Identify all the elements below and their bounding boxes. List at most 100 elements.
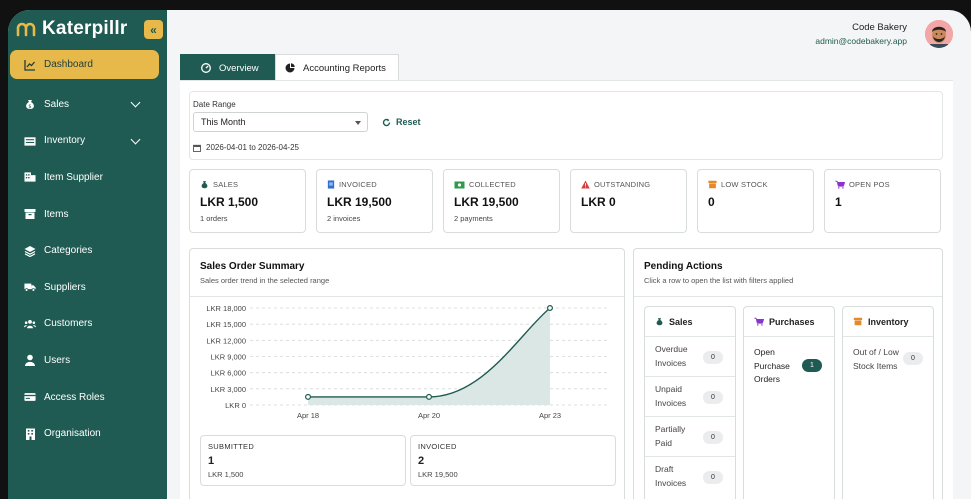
card-title: Sales Order Summary xyxy=(200,261,305,272)
cart-icon xyxy=(835,180,845,189)
row-label: Partially Paid xyxy=(655,424,686,448)
avatar[interactable] xyxy=(925,20,953,48)
sidebar-item-label: Organisation xyxy=(44,428,101,440)
sidebar-item-label: Dashboard xyxy=(44,59,93,70)
sidebar-item-items[interactable]: Items xyxy=(8,196,167,233)
y-tick-label: LKR 6,000 xyxy=(211,369,246,378)
users-icon xyxy=(24,318,36,330)
series-line xyxy=(308,307,551,398)
chevron-down-icon xyxy=(130,97,141,108)
stat-sub: 2 payments xyxy=(454,214,493,223)
stat-value: LKR 19,500 xyxy=(327,195,392,209)
tile-label: SUBMITTED xyxy=(208,442,255,451)
y-tick-label: LKR 9,000 xyxy=(211,353,246,362)
overview-panel: Date Range This Month Reset 2026-04-01 t… xyxy=(180,80,953,499)
cash-icon xyxy=(454,181,465,188)
stat-value: LKR 19,500 xyxy=(454,195,519,209)
summary-tile-invoiced: INVOICED 2 LKR 19,500 xyxy=(410,435,616,486)
stat-label: SALES xyxy=(213,180,239,189)
sidebar-item-access-roles[interactable]: Access Roles xyxy=(8,379,167,416)
truck-icon xyxy=(24,281,36,293)
count-badge: 1 xyxy=(802,359,822,372)
pending-row-partially-paid[interactable]: Partially Paid 0 xyxy=(645,417,735,457)
stat-value: LKR 0 xyxy=(581,195,616,209)
gauge-icon xyxy=(201,63,211,73)
box-icon xyxy=(708,180,717,189)
sidebar-item-users[interactable]: Users xyxy=(8,342,167,379)
data-point xyxy=(547,304,554,312)
count-badge: 0 xyxy=(903,352,923,365)
user-email: admin@codebakery.app xyxy=(815,36,907,46)
count-badge: 0 xyxy=(703,431,723,444)
money-bag-icon xyxy=(201,181,208,189)
column-title: Purchases xyxy=(769,316,815,327)
pending-row-unpaid-invoices[interactable]: Unpaid Invoices 0 xyxy=(645,377,735,417)
stat-label: OUTSTANDING xyxy=(594,180,651,189)
sidebar-item-organisation[interactable]: Organisation xyxy=(8,415,167,452)
stat-card-invoiced[interactable]: INVOICED LKR 19,500 2 invoices xyxy=(316,169,433,233)
count-badge: 0 xyxy=(703,391,723,404)
pending-row-overdue-invoices[interactable]: Overdue Invoices 0 xyxy=(645,337,735,377)
item-supplier-icon xyxy=(24,171,36,183)
x-tick-label: Apr 23 xyxy=(539,411,561,420)
tab-label: Accounting Reports xyxy=(303,62,386,74)
collapse-sidebar-button[interactable]: « xyxy=(144,20,163,39)
x-tick-label: Apr 18 xyxy=(297,411,319,420)
reset-button[interactable]: Reset xyxy=(382,117,421,127)
stat-label: OPEN POS xyxy=(849,180,890,189)
filter-label: Date Range xyxy=(193,100,236,109)
svg-text:$: $ xyxy=(28,104,31,110)
sidebar-item-customers[interactable]: Customers xyxy=(8,306,167,343)
date-range-select[interactable]: This Month xyxy=(193,112,368,132)
sales-trend-chart: LKR 0 LKR 3,000 LKR 6,000 LKR 9,000 LKR 12,0… xyxy=(206,304,610,420)
stat-value: LKR 1,500 xyxy=(200,195,259,209)
row-label: Out of / Low Stock Items xyxy=(853,347,899,371)
sidebar-item-label: Access Roles xyxy=(44,391,105,403)
main-area: Code Bakery admin@codebakery.app Overvie… xyxy=(167,10,971,499)
card-subtitle: Sales order trend in the selected range xyxy=(200,276,330,285)
stat-sub: 2 invoices xyxy=(327,214,361,223)
sidebar-item-sales[interactable]: $ Sales xyxy=(8,86,167,123)
y-tick-label: LKR 12,000 xyxy=(206,336,246,345)
stat-card-low-stock[interactable]: LOW STOCK 0 xyxy=(697,169,814,233)
user-menu[interactable]: Code Bakery admin@codebakery.app xyxy=(793,20,953,50)
sidebar-item-categories[interactable]: Categories xyxy=(8,232,167,269)
pending-row-open-purchase-orders[interactable]: Open Purchase Orders 1 xyxy=(744,337,834,387)
tab-overview[interactable]: Overview xyxy=(180,54,275,82)
sidebar-item-label: Customers xyxy=(44,318,93,330)
brand: Katerpillr xyxy=(16,18,127,40)
cart-icon xyxy=(754,317,764,326)
stat-card-collected[interactable]: COLLECTED LKR 19,500 2 payments xyxy=(443,169,560,233)
pending-row-draft-invoices[interactable]: Draft Invoices 0 xyxy=(645,457,735,497)
sidebar-item-inventory[interactable]: Inventory xyxy=(8,123,167,160)
stat-card-open-pos[interactable]: OPEN POS 1 xyxy=(824,169,941,233)
tab-label: Overview xyxy=(219,62,259,74)
sidebar-item-label: Item Supplier xyxy=(44,171,103,183)
count-badge: 0 xyxy=(703,351,723,364)
pending-row-low-stock-items[interactable]: Out of / Low Stock Items 0 xyxy=(843,337,933,387)
sidebar-item-item-supplier[interactable]: Item Supplier xyxy=(8,159,167,196)
y-tick-label: LKR 3,000 xyxy=(211,385,246,394)
katerpillr-logo-icon xyxy=(16,22,36,37)
reset-label: Reset xyxy=(396,117,421,127)
sidebar-nav: Dashboard $ Sales Inventory It xyxy=(8,50,167,452)
tile-value: 2 xyxy=(418,455,425,467)
sidebar-item-dashboard[interactable]: Dashboard xyxy=(10,50,159,79)
tab-accounting-reports[interactable]: Accounting Reports xyxy=(275,54,399,82)
sidebar-item-label: Categories xyxy=(44,245,93,257)
caret-down-icon xyxy=(355,121,361,125)
tabs: Overview Accounting Reports xyxy=(180,54,399,82)
stat-card-sales[interactable]: SALES LKR 1,500 1 orders xyxy=(189,169,306,233)
stat-card-outstanding[interactable]: OUTSTANDING LKR 0 xyxy=(570,169,687,233)
sidebar-item-label: Inventory xyxy=(44,135,86,147)
x-tick-label: Apr 20 xyxy=(418,411,440,420)
stat-sub: 1 orders xyxy=(200,214,228,223)
tile-sub: LKR 1,500 xyxy=(208,470,244,479)
brand-name: Katerpillr xyxy=(42,18,128,39)
stat-cards: SALES LKR 1,500 1 orders INVOICED LKR 19… xyxy=(189,169,945,234)
column-title: Sales xyxy=(669,316,693,327)
chevron-down-icon xyxy=(130,134,141,145)
count-badge: 0 xyxy=(703,471,723,484)
sidebar-item-suppliers[interactable]: Suppliers xyxy=(8,269,167,306)
stat-label: INVOICED xyxy=(339,180,377,189)
